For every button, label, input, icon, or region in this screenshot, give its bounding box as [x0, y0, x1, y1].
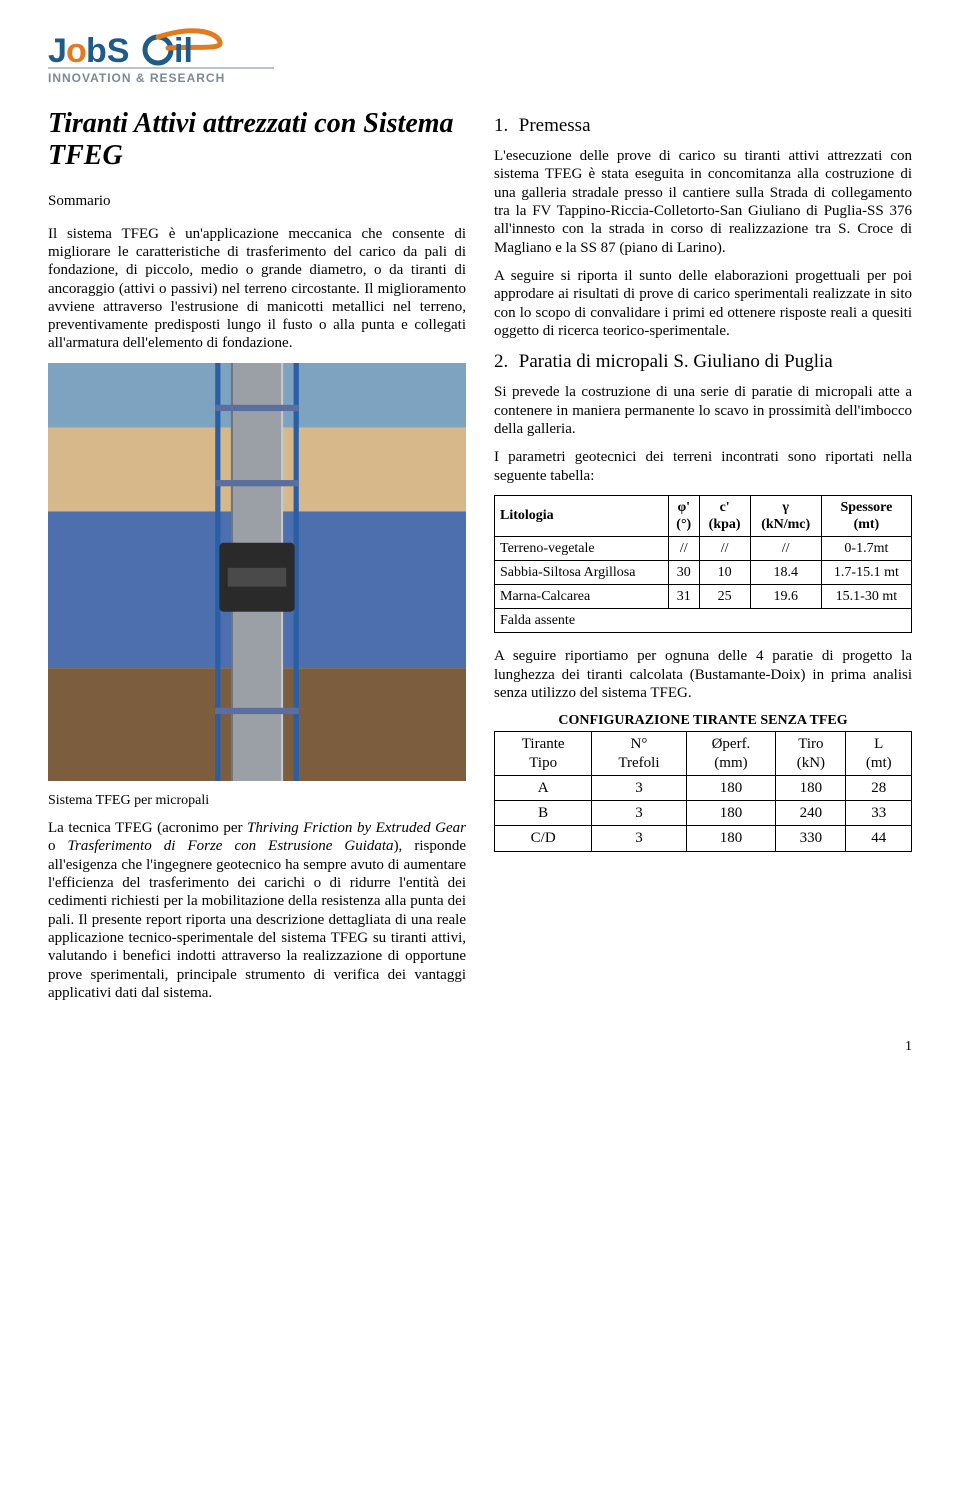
tfeg-diagram — [48, 363, 466, 786]
svg-text:il: il — [174, 32, 193, 70]
th-tiro: Tiro(kN) — [776, 732, 846, 776]
summary-heading: Sommario — [48, 192, 466, 210]
config-table: TiranteTipo N°Trefoli Øperf.(mm) Tiro(kN… — [494, 731, 912, 851]
th-tipo: TiranteTipo — [495, 732, 592, 776]
svg-text:INNOVATION & RESEARCH: INNOVATION & RESEARCH — [48, 71, 225, 85]
table-row-falda: Falda assente — [495, 609, 912, 633]
section-2-title: Paratia di micropali S. Giuliano di Pugl… — [519, 351, 833, 372]
section-1-num: 1. — [494, 114, 514, 137]
th-phi: φ'(°) — [668, 495, 699, 536]
th-spessore: Spessore(mt) — [821, 495, 911, 536]
premessa-paragraph-2: A seguire si riporta il sunto delle elab… — [494, 267, 912, 340]
svg-text:bS: bS — [86, 32, 129, 70]
document-title: Tiranti Attivi attrezzati con Sistema TF… — [48, 108, 466, 172]
th-l: L(mt) — [846, 732, 912, 776]
th-perf: Øperf.(mm) — [686, 732, 776, 776]
svg-text:J: J — [48, 32, 67, 70]
table-row: Terreno-vegetale // // // 0-1.7mt — [495, 536, 912, 560]
th-n: N°Trefoli — [592, 732, 686, 776]
th-c: c'(kpa) — [699, 495, 750, 536]
table-row: Sabbia-Siltosa Argillosa 30 10 18.4 1.7-… — [495, 561, 912, 585]
page-number: 1 — [48, 1038, 912, 1055]
tfeg-technique-paragraph: La tecnica TFEG (acronimo per Thriving F… — [48, 819, 466, 1002]
table-row: A 3 180 180 28 — [495, 775, 912, 800]
config-table-title: CONFIGURAZIONE TIRANTE SENZA TFEG — [494, 712, 912, 729]
table-row: B 3 180 240 33 — [495, 801, 912, 826]
th-litologia: Litologia — [495, 495, 669, 536]
paratia-paragraph-1: Si prevede la costruzione di una serie d… — [494, 383, 912, 438]
paratia-paragraph-2: I parametri geotecnici dei terreni incon… — [494, 448, 912, 485]
svg-text:o: o — [66, 32, 87, 70]
premessa-paragraph-1: L'esecuzione delle prove di carico su ti… — [494, 147, 912, 257]
section-1-title: Premessa — [519, 115, 591, 136]
right-column: 1. Premessa L'esecuzione delle prove di … — [494, 108, 912, 1012]
section-2-num: 2. — [494, 350, 514, 373]
diagram-caption: Sistema TFEG per micropali — [48, 792, 466, 809]
left-column: Tiranti Attivi attrezzati con Sistema TF… — [48, 108, 466, 1012]
after-geo-paragraph: A seguire riportiamo per ognuna delle 4 … — [494, 647, 912, 702]
table-row: Marna-Calcarea 31 25 19.6 15.1-30 mt — [495, 585, 912, 609]
section-2-heading: 2. Paratia di micropali S. Giuliano di P… — [494, 350, 912, 373]
section-1-heading: 1. Premessa — [494, 114, 912, 137]
table-row: C/D 3 180 330 44 — [495, 826, 912, 851]
geotech-table: Litologia φ'(°) c'(kpa) γ(kN/mc) Spessor… — [494, 495, 912, 633]
summary-text: Il sistema TFEG è un'applicazione meccan… — [48, 225, 466, 353]
brand-logo: J o bS il INNOVATION & RESEARCH — [48, 28, 912, 90]
th-gamma: γ(kN/mc) — [750, 495, 821, 536]
